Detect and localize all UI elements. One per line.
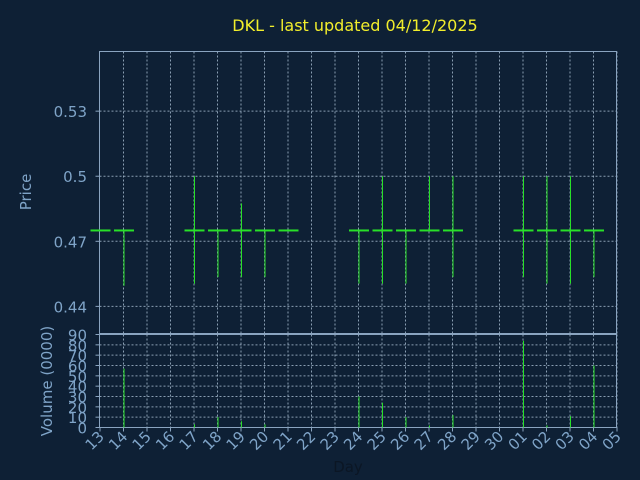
x-tick-label: 20	[246, 428, 272, 454]
x-tick-label: 29	[458, 428, 484, 454]
x-tick-label: 17	[176, 428, 202, 454]
x-tick-label: 21	[270, 428, 296, 454]
x-tick-label: 02	[528, 428, 554, 454]
ohlc-bar-20	[255, 229, 275, 278]
chart-title: DKL - last updated 04/12/2025	[232, 16, 477, 35]
volume-grid	[99, 334, 618, 428]
x-tick-label: 14	[105, 428, 131, 454]
volume-y-tick-label: 70	[68, 347, 87, 365]
x-tick-label: 22	[293, 428, 319, 454]
volume-bars	[123, 340, 595, 428]
price-panel-frame	[99, 51, 617, 334]
ohlc-bar-17	[184, 176, 205, 284]
ohlc-bar-28	[443, 176, 463, 278]
x-tick-label: 24	[340, 428, 366, 454]
volume-y-tick-label: 20	[68, 399, 87, 417]
ohlc-bar-04	[584, 229, 604, 278]
volume-y-tick-label: 40	[68, 378, 87, 396]
x-tick-label: 15	[129, 428, 155, 454]
ohlc-bar-03	[560, 176, 581, 284]
x-tick-label: 05	[599, 428, 625, 454]
x-axis-label: Day	[333, 458, 363, 476]
ohlc-bar-19	[231, 203, 252, 278]
x-tick-label: 04	[575, 428, 601, 454]
volume-y-tick-label: 90	[68, 327, 87, 345]
x-tick-label: 16	[152, 428, 178, 454]
x-tick-label: 25	[364, 428, 390, 454]
x-tick-label: 19	[223, 428, 249, 454]
volume-y-tick-label: 0	[77, 420, 87, 438]
ohlc-bar-18	[208, 229, 228, 278]
x-tick-label: 26	[387, 428, 413, 454]
volume-y-tick-label: 60	[68, 358, 87, 376]
ohlc-bar-14	[114, 229, 134, 286]
ohlc-bar-25	[372, 176, 393, 284]
x-tick-label: 18	[199, 428, 225, 454]
price-y-tick-label: 0.53	[54, 103, 87, 121]
volume-axis-label: Volume (0000)	[38, 326, 56, 436]
volume-y-tick-label: 30	[68, 389, 87, 407]
ohlc-bar-01	[513, 176, 534, 278]
price-grid	[99, 51, 618, 334]
ohlc-bars	[90, 176, 604, 286]
ohlc-bar-24	[349, 229, 369, 284]
price-axis-label: Price	[17, 174, 35, 211]
ohlc-bar-02	[537, 176, 557, 284]
ohlc-bar-27	[419, 176, 440, 232]
x-tick-label: 23	[317, 428, 343, 454]
x-ticks: 1314151617181920212223242526272829300102…	[82, 427, 625, 454]
volume-y-tick-label: 80	[68, 337, 87, 355]
x-tick-label: 30	[481, 428, 507, 454]
x-tick-label: 01	[505, 428, 531, 454]
x-tick-label: 03	[552, 428, 578, 454]
volume-y-tick-label: 50	[68, 368, 87, 386]
price-y-ticks: 0.44 0.47 0.5 0.53	[54, 103, 100, 316]
price-y-tick-label: 0.5	[63, 168, 87, 186]
x-tick-label: 27	[411, 428, 437, 454]
volume-y-tick-label: 10	[68, 409, 87, 427]
price-y-tick-label: 0.47	[54, 233, 87, 251]
price-y-tick-label: 0.44	[54, 298, 87, 316]
ohlc-bar-26	[396, 229, 416, 284]
x-tick-label: 28	[434, 428, 460, 454]
